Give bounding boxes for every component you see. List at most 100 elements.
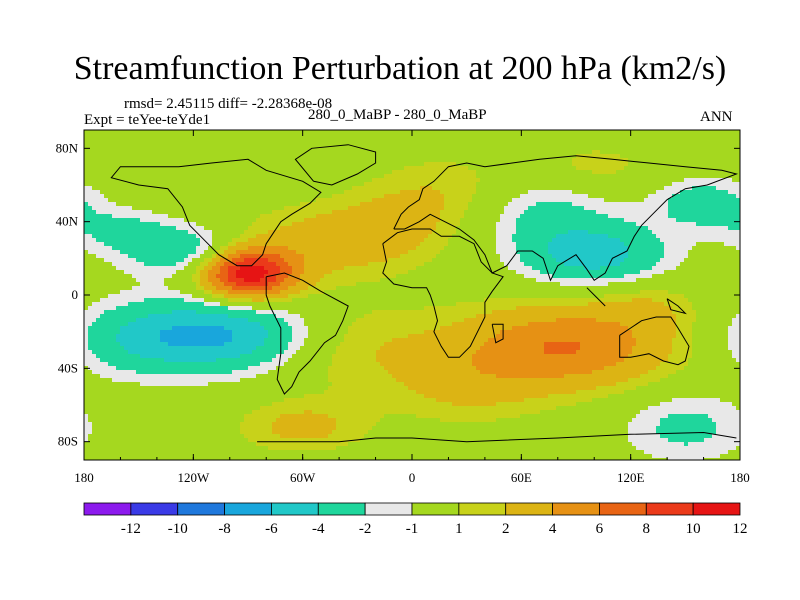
- field-cell: [196, 186, 201, 191]
- field-cell: [320, 162, 325, 167]
- field-cell: [132, 234, 137, 239]
- field-cell: [560, 158, 565, 163]
- field-cell: [96, 250, 101, 255]
- field-cell: [356, 202, 361, 207]
- field-cell: [248, 150, 253, 155]
- field-cell: [688, 202, 693, 207]
- field-cell: [112, 138, 117, 143]
- field-cell: [120, 222, 125, 227]
- field-cell: [348, 150, 353, 155]
- field-cell: [572, 218, 577, 223]
- field-cell: [712, 238, 717, 243]
- field-cell: [344, 170, 349, 175]
- field-cell: [676, 134, 681, 139]
- field-cell: [660, 174, 665, 179]
- field-cell: [352, 142, 357, 147]
- field-cell: [164, 206, 169, 211]
- field-cell: [136, 242, 141, 247]
- field-cell: [400, 154, 405, 159]
- field-cell: [368, 166, 373, 171]
- field-cell: [108, 250, 113, 255]
- field-cell: [524, 238, 529, 243]
- field-cell: [692, 222, 697, 227]
- field-cell: [416, 202, 421, 207]
- field-cell: [168, 210, 173, 215]
- field-cell: [476, 226, 481, 231]
- field-cell: [724, 158, 729, 163]
- field-cell: [444, 150, 449, 155]
- field-cell: [188, 242, 193, 247]
- field-cell: [204, 202, 209, 207]
- field-cell: [120, 230, 125, 235]
- field-cell: [480, 150, 485, 155]
- field-cell: [604, 226, 609, 231]
- field-cell: [304, 190, 309, 195]
- field-cell: [400, 134, 405, 139]
- field-cell: [668, 242, 673, 247]
- field-cell: [316, 198, 321, 203]
- field-cell: [100, 170, 105, 175]
- field-cell: [308, 194, 313, 199]
- field-cell: [260, 158, 265, 163]
- field-cell: [444, 138, 449, 143]
- field-cell: [392, 210, 397, 215]
- field-cell: [440, 186, 445, 191]
- field-cell: [84, 218, 89, 223]
- field-cell: [512, 230, 517, 235]
- field-cell: [544, 190, 549, 195]
- field-cell: [176, 158, 181, 163]
- field-cell: [104, 242, 109, 247]
- field-cell: [688, 198, 693, 203]
- field-cell: [736, 190, 740, 195]
- field-cell: [268, 242, 273, 247]
- field-cell: [356, 222, 361, 227]
- field-cell: [648, 230, 653, 235]
- field-cell: [236, 182, 241, 187]
- field-cell: [200, 138, 205, 143]
- field-cell: [140, 154, 145, 159]
- field-cell: [348, 186, 353, 191]
- field-cell: [104, 218, 109, 223]
- field-cell: [316, 182, 321, 187]
- field-cell: [680, 242, 685, 247]
- field-cell: [224, 238, 229, 243]
- field-cell: [624, 238, 629, 243]
- field-cell: [488, 154, 493, 159]
- field-cell: [444, 226, 449, 231]
- field-cell: [436, 218, 441, 223]
- field-cell: [84, 234, 89, 239]
- field-cell: [300, 158, 305, 163]
- field-cell: [596, 246, 601, 251]
- field-cell: [328, 230, 333, 235]
- field-cell: [720, 130, 725, 135]
- field-cell: [428, 218, 433, 223]
- field-cell: [216, 234, 221, 239]
- field-cell: [372, 178, 377, 183]
- field-cell: [348, 166, 353, 171]
- field-cell: [208, 194, 213, 199]
- field-cell: [432, 198, 437, 203]
- field-cell: [728, 178, 733, 183]
- field-cell: [264, 150, 269, 155]
- field-cell: [352, 198, 357, 203]
- field-cell: [524, 230, 529, 235]
- field-cell: [124, 218, 129, 223]
- field-cell: [372, 138, 377, 143]
- field-cell: [212, 170, 217, 175]
- field-cell: [88, 250, 93, 255]
- field-cell: [120, 194, 125, 199]
- field-cell: [312, 218, 317, 223]
- field-cell: [132, 250, 137, 255]
- field-cell: [604, 234, 609, 239]
- field-cell: [84, 250, 89, 255]
- field-cell: [400, 186, 405, 191]
- field-cell: [612, 234, 617, 239]
- field-cell: [96, 138, 101, 143]
- field-cell: [292, 138, 297, 143]
- stats-label: rmsd= 2.45115 diff= -2.28368e-08: [124, 96, 333, 112]
- field-cell: [592, 238, 597, 243]
- field-cell: [192, 250, 197, 255]
- field-cell: [136, 206, 141, 211]
- field-cell: [512, 138, 517, 143]
- field-cell: [196, 166, 201, 171]
